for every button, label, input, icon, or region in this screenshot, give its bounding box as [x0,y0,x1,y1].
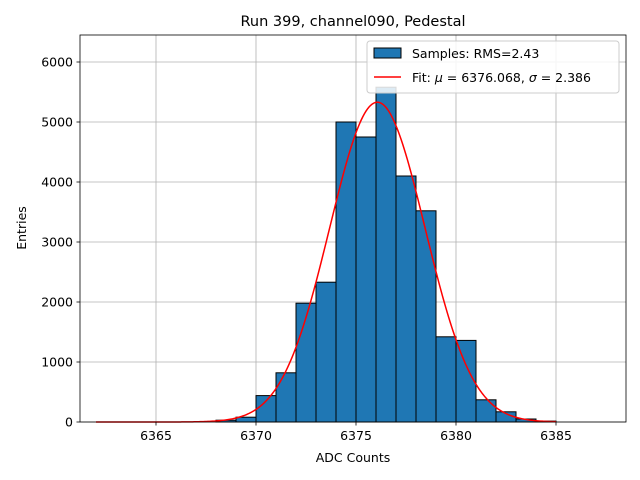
histogram-bar [375,86,397,423]
histogram-bar [315,281,337,423]
y-tick-label: 1000 [41,355,73,370]
histogram-bar [455,339,477,423]
histogram-bar [255,395,277,423]
y-axis-label: Entries [14,206,29,250]
legend-frame [366,40,620,94]
y-tick-label: 4000 [41,175,73,190]
histogram-bar [275,372,297,423]
histogram-bar [355,136,377,423]
histogram-bar [435,336,457,423]
y-tick-label: 5000 [41,115,73,130]
y-axis-ticks: 0 1000 2000 3000 4000 5000 6000 [41,55,80,430]
histogram-bar [395,175,417,423]
y-tick-label: 6000 [41,55,73,70]
histogram-bar [295,302,317,423]
legend-swatch-samples [373,47,402,59]
histogram-bar [415,210,437,423]
x-axis-label: ADC Counts [316,450,391,465]
x-tick-label: 6370 [240,428,272,443]
legend-label-samples: Samples: RMS=2.43 [412,46,539,61]
y-tick-label: 0 [65,415,73,430]
legend-label-fit: Fit: μ = 6376.068, σ = 2.386 [412,70,591,85]
histogram-bars [215,86,557,423]
x-tick-label: 6365 [140,428,172,443]
x-tick-label: 6385 [540,428,572,443]
chart-title: Run 399, channel090, Pedestal [240,14,465,30]
y-tick-label: 3000 [41,235,73,250]
y-tick-label: 2000 [41,295,73,310]
x-axis-ticks: 6365 6370 6375 6380 6385 [140,422,572,443]
plot-frame [79,34,627,423]
legend: Samples: RMS=2.43 Fit: μ = 6376.068, σ =… [366,40,620,94]
histogram-bar [475,399,497,423]
x-tick-label: 6380 [440,428,472,443]
x-tick-label: 6375 [340,428,372,443]
